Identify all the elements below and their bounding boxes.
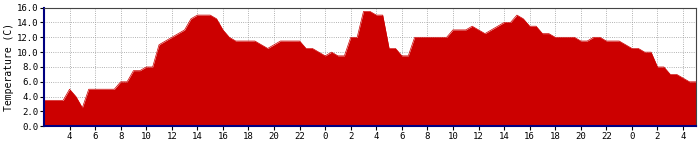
- Y-axis label: Temperature (C): Temperature (C): [4, 23, 14, 111]
